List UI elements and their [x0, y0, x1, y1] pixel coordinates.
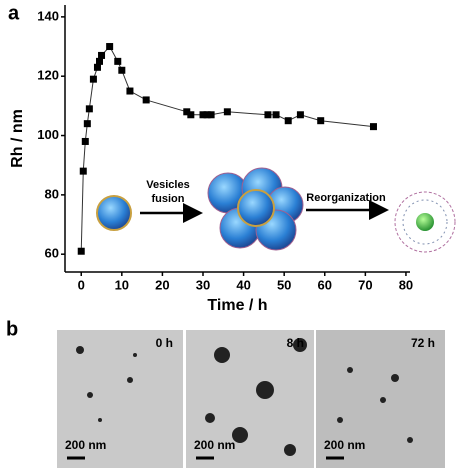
- marker: [81, 137, 89, 145]
- scheme: Vesicles fusion Reorganization: [96, 167, 456, 253]
- x-tick-label: 40: [236, 277, 250, 292]
- vesicle: [96, 195, 132, 231]
- marker: [369, 123, 377, 131]
- particle: [214, 347, 230, 363]
- scale-label: 200 nm: [65, 438, 106, 452]
- particle: [293, 338, 307, 352]
- particle: [127, 377, 133, 383]
- marker: [106, 43, 114, 51]
- scheme-label: fusion: [152, 193, 185, 205]
- tem-panel: 0 h 200 nm 8 h 200 nm 72 h 200 nm: [57, 330, 445, 468]
- y-tick-label: 100: [37, 127, 59, 142]
- x-tick-label: 20: [155, 277, 169, 292]
- marker: [96, 57, 103, 65]
- marker: [89, 75, 97, 83]
- particle: [380, 397, 386, 403]
- y-tick-label: 120: [37, 68, 59, 83]
- marker: [264, 111, 272, 119]
- x-tick-label: 80: [399, 277, 413, 292]
- marker: [98, 51, 106, 59]
- particle: [407, 437, 413, 443]
- particle: [87, 392, 93, 398]
- marker: [114, 57, 122, 65]
- scale-label: 200 nm: [194, 438, 235, 452]
- panel-label: b: [6, 318, 18, 340]
- x-tick-label: 0: [78, 277, 85, 292]
- tem-time: 72 h: [411, 336, 435, 350]
- panel-label: a: [8, 2, 20, 24]
- marker: [77, 247, 85, 255]
- marker: [83, 120, 91, 128]
- marker: [187, 111, 195, 119]
- particle: [347, 367, 353, 373]
- marker: [79, 167, 87, 175]
- marker: [85, 105, 93, 113]
- y-axis-label: Rh / nm: [9, 109, 26, 168]
- marker: [317, 117, 325, 125]
- particle: [391, 374, 399, 382]
- marker: [183, 108, 191, 116]
- x-tick-label: 60: [318, 277, 332, 292]
- particle: [337, 417, 343, 423]
- scale-label: 200 nm: [324, 438, 365, 452]
- tem-time: 8 h: [287, 336, 304, 350]
- marker: [126, 87, 134, 95]
- marker: [223, 108, 231, 116]
- fused-vesicles: [207, 167, 304, 251]
- x-tick-label: 70: [358, 277, 372, 292]
- particle: [284, 444, 296, 456]
- y-tick-label: 60: [45, 246, 59, 261]
- marker: [203, 111, 211, 119]
- x-axis-label: Time / h: [207, 297, 267, 314]
- tem-time: 0 h: [156, 336, 173, 350]
- scheme-label: Reorganization: [306, 192, 386, 204]
- marker: [199, 111, 207, 119]
- x-tick-label: 10: [115, 277, 129, 292]
- x-tick-label: 50: [277, 277, 291, 292]
- particle: [76, 346, 84, 354]
- particle: [256, 381, 274, 399]
- marker: [93, 63, 101, 71]
- marker: [207, 111, 215, 119]
- marker: [296, 111, 304, 119]
- particle: [98, 418, 102, 422]
- marker: [284, 117, 292, 125]
- particle: [232, 427, 248, 443]
- micelle: [394, 191, 456, 253]
- marker: [272, 111, 280, 119]
- x-tick-label: 30: [196, 277, 210, 292]
- y-tick-label: 140: [37, 8, 59, 23]
- particle: [133, 353, 137, 357]
- scheme-label: Vesicles: [146, 179, 189, 191]
- particle: [205, 413, 215, 423]
- marker: [118, 66, 126, 74]
- marker: [142, 96, 150, 104]
- y-tick-label: 80: [45, 186, 59, 201]
